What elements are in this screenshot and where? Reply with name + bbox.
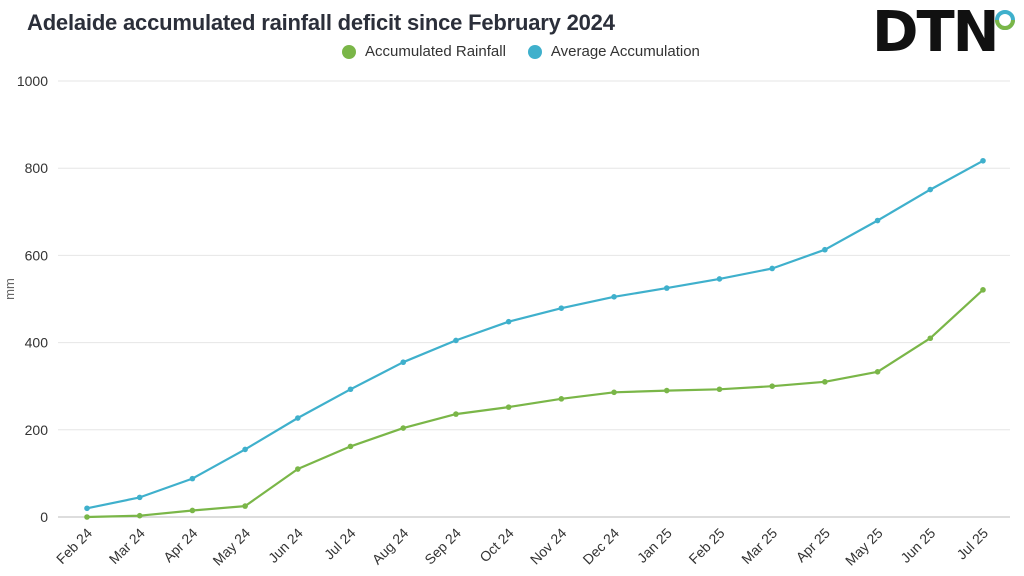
data-point[interactable] bbox=[716, 276, 723, 282]
data-point[interactable] bbox=[136, 494, 143, 501]
y-tick-label: 1000 bbox=[17, 73, 48, 89]
legend-label-accumulated-rainfall: Accumulated Rainfall bbox=[365, 43, 506, 60]
data-point[interactable] bbox=[189, 507, 196, 514]
data-point[interactable] bbox=[927, 186, 934, 193]
series-lines bbox=[86, 159, 984, 519]
x-tick-label: May 25 bbox=[842, 525, 886, 569]
data-point[interactable] bbox=[611, 294, 617, 300]
x-tick-label: Jun 24 bbox=[265, 525, 306, 566]
data-point[interactable] bbox=[663, 387, 670, 394]
series-line-0 bbox=[86, 288, 984, 519]
data-point[interactable] bbox=[505, 318, 512, 325]
logo-wordmark: DTN bbox=[872, 0, 1000, 65]
gridlines bbox=[58, 80, 1010, 518]
x-tick-label: Aug 24 bbox=[369, 525, 412, 568]
series-line-1 bbox=[86, 159, 984, 510]
data-point[interactable] bbox=[611, 389, 617, 396]
data-point[interactable] bbox=[505, 404, 512, 410]
data-point[interactable] bbox=[453, 337, 459, 344]
y-tick-label: 0 bbox=[40, 509, 48, 525]
x-tick-label: Feb 25 bbox=[685, 525, 727, 567]
data-point[interactable] bbox=[295, 415, 301, 421]
chart-title: Adelaide accumulated rainfall deficit si… bbox=[27, 10, 615, 35]
y-tick-label: 600 bbox=[25, 247, 49, 263]
x-tick-label: Feb 24 bbox=[53, 525, 95, 567]
y-axis-label: mm bbox=[2, 278, 17, 300]
data-point[interactable] bbox=[347, 443, 354, 450]
legend-item-accumulated-rainfall[interactable]: Accumulated Rainfall bbox=[342, 43, 506, 60]
data-point[interactable] bbox=[400, 425, 407, 431]
chart-legend: Accumulated Rainfall Average Accumulatio… bbox=[342, 43, 700, 60]
data-point[interactable] bbox=[347, 386, 354, 393]
x-axis-ticks: Feb 24 Mar 24 Apr 24 May 24 Jun 24 Jul 24 Aug … bbox=[53, 525, 991, 569]
y-tick-label: 200 bbox=[25, 422, 49, 438]
dtn-logo: DTN bbox=[872, 0, 1022, 68]
x-tick-label: Mar 25 bbox=[738, 525, 780, 567]
x-tick-label: Mar 24 bbox=[106, 525, 148, 567]
x-tick-label: Jun 25 bbox=[897, 525, 938, 566]
x-tick-label: Oct 24 bbox=[476, 525, 517, 566]
legend-marker-accumulated-rainfall bbox=[342, 44, 356, 59]
x-tick-label: Jul 25 bbox=[953, 525, 991, 563]
data-point[interactable] bbox=[769, 383, 775, 390]
legend-marker-average-accumulation bbox=[527, 44, 542, 59]
data-point[interactable] bbox=[980, 157, 986, 164]
series-points bbox=[84, 157, 986, 520]
data-point[interactable] bbox=[822, 379, 828, 385]
data-point[interactable] bbox=[84, 514, 90, 520]
data-point[interactable] bbox=[980, 287, 986, 293]
data-point[interactable] bbox=[453, 411, 459, 417]
x-tick-label: Dec 24 bbox=[579, 525, 622, 568]
data-point[interactable] bbox=[242, 446, 248, 453]
legend-label-average-accumulation: Average Accumulation bbox=[550, 43, 700, 60]
data-point[interactable] bbox=[927, 335, 934, 342]
data-point[interactable] bbox=[769, 265, 775, 272]
x-tick-label: Nov 24 bbox=[527, 525, 570, 568]
y-tick-label: 800 bbox=[25, 160, 49, 176]
data-point[interactable] bbox=[874, 369, 881, 375]
logo-ring-icon bbox=[995, 10, 1015, 30]
data-point[interactable] bbox=[136, 512, 143, 519]
legend-item-average-accumulation[interactable]: Average Accumulation bbox=[527, 43, 700, 60]
data-point[interactable] bbox=[295, 466, 301, 472]
data-point[interactable] bbox=[822, 246, 828, 253]
data-point[interactable] bbox=[558, 396, 565, 402]
data-point[interactable] bbox=[189, 475, 196, 482]
data-point[interactable] bbox=[716, 386, 723, 393]
x-tick-label: Jan 25 bbox=[634, 525, 675, 566]
data-point[interactable] bbox=[558, 305, 565, 311]
y-tick-label: 400 bbox=[25, 335, 49, 351]
data-point[interactable] bbox=[242, 503, 248, 509]
data-point[interactable] bbox=[663, 285, 670, 291]
data-point[interactable] bbox=[400, 359, 407, 366]
x-tick-label: Apr 25 bbox=[793, 525, 834, 566]
y-axis-ticks: 0 200 400 600 800 1000 bbox=[17, 73, 48, 525]
x-tick-label: Jul 24 bbox=[321, 525, 359, 563]
data-point[interactable] bbox=[84, 505, 90, 512]
x-tick-label: Sep 24 bbox=[421, 525, 464, 568]
data-point[interactable] bbox=[874, 217, 881, 224]
x-tick-label: May 24 bbox=[209, 525, 253, 569]
x-tick-label: Apr 24 bbox=[160, 525, 201, 566]
